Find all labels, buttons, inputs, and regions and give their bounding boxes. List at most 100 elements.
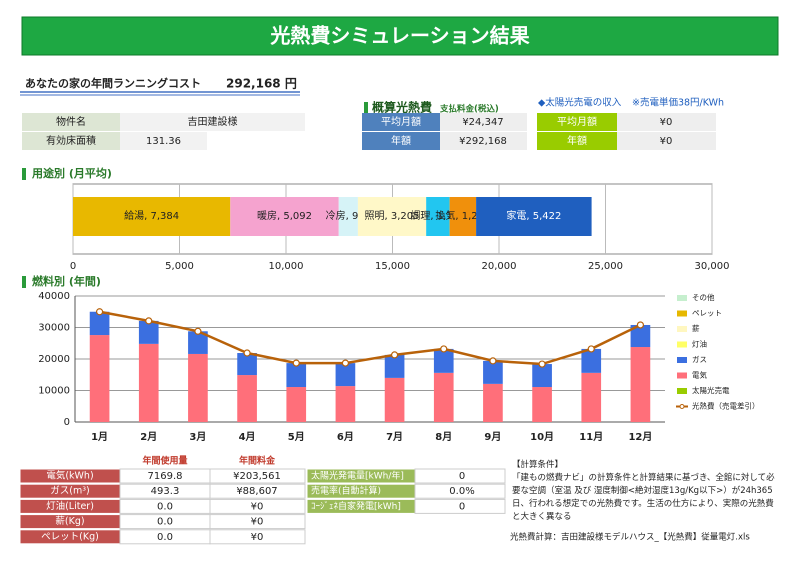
value-cell bbox=[209, 483, 306, 499]
label-cell bbox=[22, 132, 120, 150]
bar bbox=[532, 364, 552, 388]
bar bbox=[188, 331, 208, 354]
y-tick-label: 10000 bbox=[38, 386, 70, 397]
generation-value: 0.0% bbox=[449, 486, 474, 497]
marker bbox=[194, 327, 202, 335]
marker bbox=[95, 308, 104, 316]
row-label: 灯油(Liter) bbox=[46, 500, 94, 512]
legend-label: 電気 bbox=[692, 370, 707, 380]
label-cell bbox=[362, 113, 440, 131]
notes-text: 「建もの燃費ナビ」の計算条件と計算結果に基づき、全館に対して必要な空調（室温 及… bbox=[512, 473, 775, 522]
value-cell bbox=[440, 132, 527, 150]
marker bbox=[636, 321, 645, 329]
running-cost-value: 292,168 円 bbox=[226, 77, 297, 91]
bar-segment bbox=[476, 197, 592, 236]
bar bbox=[433, 372, 454, 422]
label-cell bbox=[537, 132, 617, 150]
legend-swatch bbox=[677, 341, 687, 348]
bar bbox=[630, 347, 651, 422]
marker bbox=[489, 357, 497, 365]
legend-label: ペレット bbox=[692, 309, 722, 318]
x-tick-label: 4月 bbox=[239, 431, 256, 443]
bar bbox=[138, 343, 159, 422]
value-cell bbox=[617, 132, 716, 150]
column-header: 年間料金 bbox=[239, 455, 276, 467]
marker bbox=[538, 360, 546, 368]
estimate-label: 年額 bbox=[391, 134, 411, 147]
heading-marker bbox=[22, 168, 26, 180]
bar bbox=[630, 324, 651, 348]
generation-value: 0 bbox=[459, 501, 465, 512]
legend-swatch bbox=[679, 404, 685, 409]
chart-title: 燃料別 (年間) bbox=[31, 274, 101, 288]
cost-value: ¥0 bbox=[251, 517, 264, 528]
legend-label: 薪 bbox=[692, 323, 700, 333]
bar bbox=[384, 377, 405, 422]
bar bbox=[89, 311, 110, 336]
generation-value: 0 bbox=[459, 471, 465, 482]
bar bbox=[286, 363, 307, 388]
running-cost-label: あなたの家の年間ランニングコスト bbox=[25, 76, 201, 90]
property-label: 有効床面積 bbox=[46, 134, 96, 147]
property-value: 131.36 bbox=[146, 136, 181, 147]
estimate-heading: 概算光熱費 bbox=[372, 100, 432, 115]
x-tick-label: 3月 bbox=[189, 431, 206, 443]
x-tick-label: 5月 bbox=[288, 431, 305, 443]
bar-segment bbox=[426, 197, 450, 236]
marker bbox=[390, 351, 399, 359]
cost-value: ¥203,561 bbox=[233, 471, 281, 482]
page-title: 光熱費シミュレーション結果 bbox=[269, 24, 529, 48]
row-label: 電気(kWh) bbox=[46, 470, 93, 482]
column-header: 年間使用量 bbox=[142, 455, 187, 467]
bar bbox=[286, 387, 307, 422]
usage-value: 0.0 bbox=[157, 501, 173, 512]
x-tick-label: 25,000 bbox=[588, 261, 623, 272]
x-tick-label: 30,000 bbox=[695, 261, 730, 272]
x-tick-label: 12月 bbox=[628, 431, 652, 443]
marker bbox=[587, 345, 595, 353]
value-cell bbox=[209, 468, 306, 484]
value-cell bbox=[414, 498, 506, 514]
chart-title: 用途別 (月平均) bbox=[32, 166, 112, 180]
property-label: 物件名 bbox=[56, 115, 86, 128]
solar-label: 年額 bbox=[567, 134, 587, 147]
bar bbox=[532, 387, 552, 422]
estimate-value: ¥24,347 bbox=[462, 117, 503, 128]
x-tick-label: 11月 bbox=[579, 431, 603, 443]
legend-swatch bbox=[677, 388, 687, 394]
row-label: 太陽光発電量[kWh/年] bbox=[311, 470, 404, 482]
value-cell bbox=[120, 113, 305, 131]
legend-label: 灯油 bbox=[692, 339, 707, 349]
value-cell bbox=[440, 113, 527, 131]
bar bbox=[581, 372, 602, 422]
value-cell bbox=[414, 483, 506, 499]
bar bbox=[335, 386, 356, 422]
y-tick-label: 0 bbox=[64, 417, 70, 428]
value-cell bbox=[120, 132, 207, 150]
marker bbox=[440, 345, 448, 353]
cost-value: ¥0 bbox=[251, 532, 264, 543]
row-label: ｺｰｼﾞｪﾈ自家発電[kWh] bbox=[311, 500, 401, 512]
legend-swatch bbox=[677, 372, 687, 379]
usage-value: 0.0 bbox=[157, 517, 173, 528]
legend-swatch bbox=[677, 295, 687, 301]
x-tick-label: 10,000 bbox=[269, 261, 304, 272]
usage-value: 0.0 bbox=[157, 532, 173, 543]
usage-value: 493.3 bbox=[151, 486, 180, 497]
y-tick-label: 30000 bbox=[38, 323, 70, 334]
bar-segment bbox=[449, 197, 477, 236]
bar-segment bbox=[338, 197, 358, 236]
cost-value: ¥88,607 bbox=[236, 486, 277, 497]
row-label: ペレット(Kg) bbox=[41, 531, 99, 542]
value-cell bbox=[414, 468, 506, 484]
y-tick-label: 20000 bbox=[38, 354, 70, 365]
x-tick-label: 7月 bbox=[386, 431, 403, 443]
bar bbox=[237, 375, 257, 422]
value-label: 給湯, 7,384 bbox=[124, 209, 179, 222]
heading-marker bbox=[364, 102, 368, 114]
x-tick-label: 5,000 bbox=[165, 261, 194, 272]
legend-label: ガス bbox=[692, 354, 707, 364]
solar-value: ¥0 bbox=[660, 136, 673, 147]
